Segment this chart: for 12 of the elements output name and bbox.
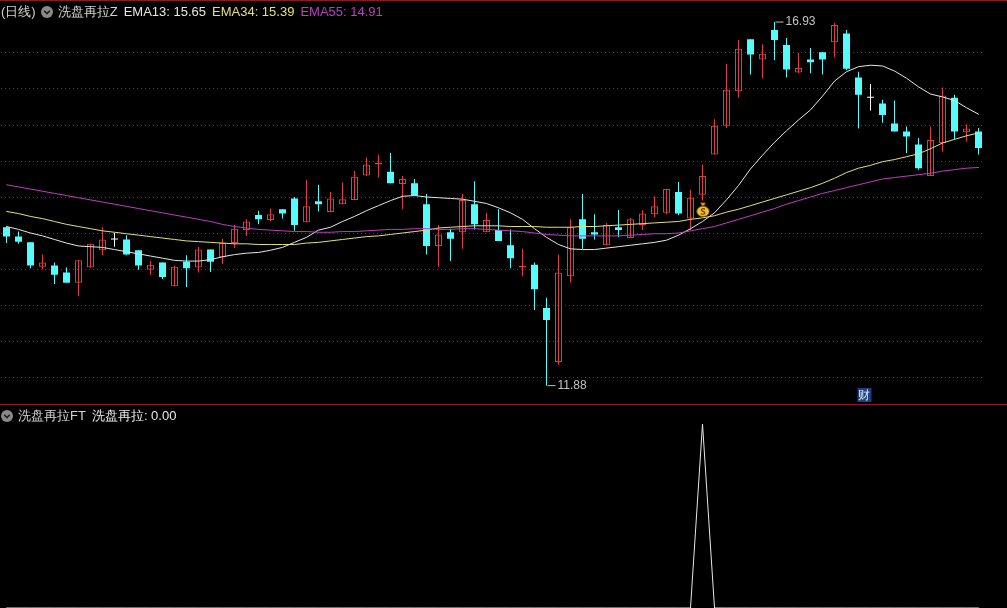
text: EMA34: 15.39: [212, 4, 295, 19]
chart-subtitle: 洗盘再拉Z: [57, 2, 118, 21]
text: 洗盘再拉: 0.00: [91, 406, 177, 425]
chart-title: (日线): [1, 2, 36, 21]
text: 16.93: [785, 14, 816, 29]
chart-title: 洗盘再拉FT: [18, 406, 86, 425]
candlestick: [867, 83, 874, 111]
candlestick: [111, 233, 118, 247]
text: EMA13: 15.65: [123, 4, 207, 19]
text: 财: [858, 387, 871, 402]
text: EMA55: 14.91: [300, 4, 383, 19]
text: 11.88: [557, 377, 587, 392]
